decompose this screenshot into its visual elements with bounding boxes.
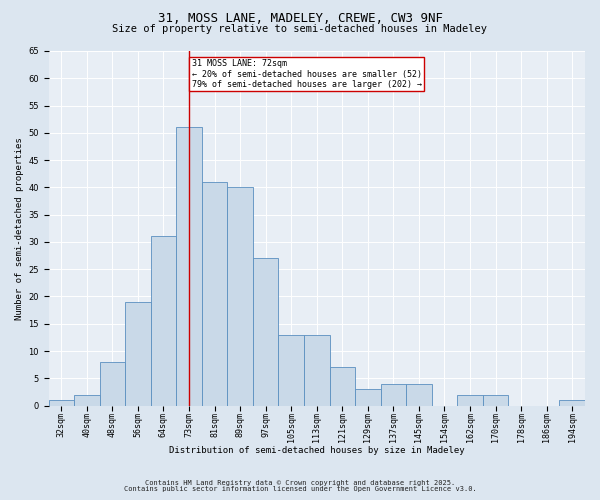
Bar — [253, 258, 278, 406]
X-axis label: Distribution of semi-detached houses by size in Madeley: Distribution of semi-detached houses by … — [169, 446, 464, 455]
Bar — [227, 188, 253, 406]
Text: 31 MOSS LANE: 72sqm
← 20% of semi-detached houses are smaller (52)
79% of semi-d: 31 MOSS LANE: 72sqm ← 20% of semi-detach… — [191, 59, 422, 89]
Bar — [202, 182, 227, 406]
Bar — [457, 394, 483, 406]
Bar — [278, 334, 304, 406]
Bar — [74, 394, 100, 406]
Text: Contains HM Land Registry data © Crown copyright and database right 2025.
Contai: Contains HM Land Registry data © Crown c… — [124, 480, 476, 492]
Bar — [151, 236, 176, 406]
Bar — [329, 368, 355, 406]
Bar — [176, 128, 202, 406]
Bar — [49, 400, 74, 406]
Bar — [100, 362, 125, 406]
Bar — [304, 334, 329, 406]
Bar — [559, 400, 585, 406]
Bar — [406, 384, 432, 406]
Bar — [355, 389, 380, 406]
Text: 31, MOSS LANE, MADELEY, CREWE, CW3 9NF: 31, MOSS LANE, MADELEY, CREWE, CW3 9NF — [157, 12, 443, 26]
Bar — [483, 394, 508, 406]
Y-axis label: Number of semi-detached properties: Number of semi-detached properties — [15, 137, 24, 320]
Bar — [380, 384, 406, 406]
Bar — [125, 302, 151, 406]
Text: Size of property relative to semi-detached houses in Madeley: Size of property relative to semi-detach… — [113, 24, 487, 34]
